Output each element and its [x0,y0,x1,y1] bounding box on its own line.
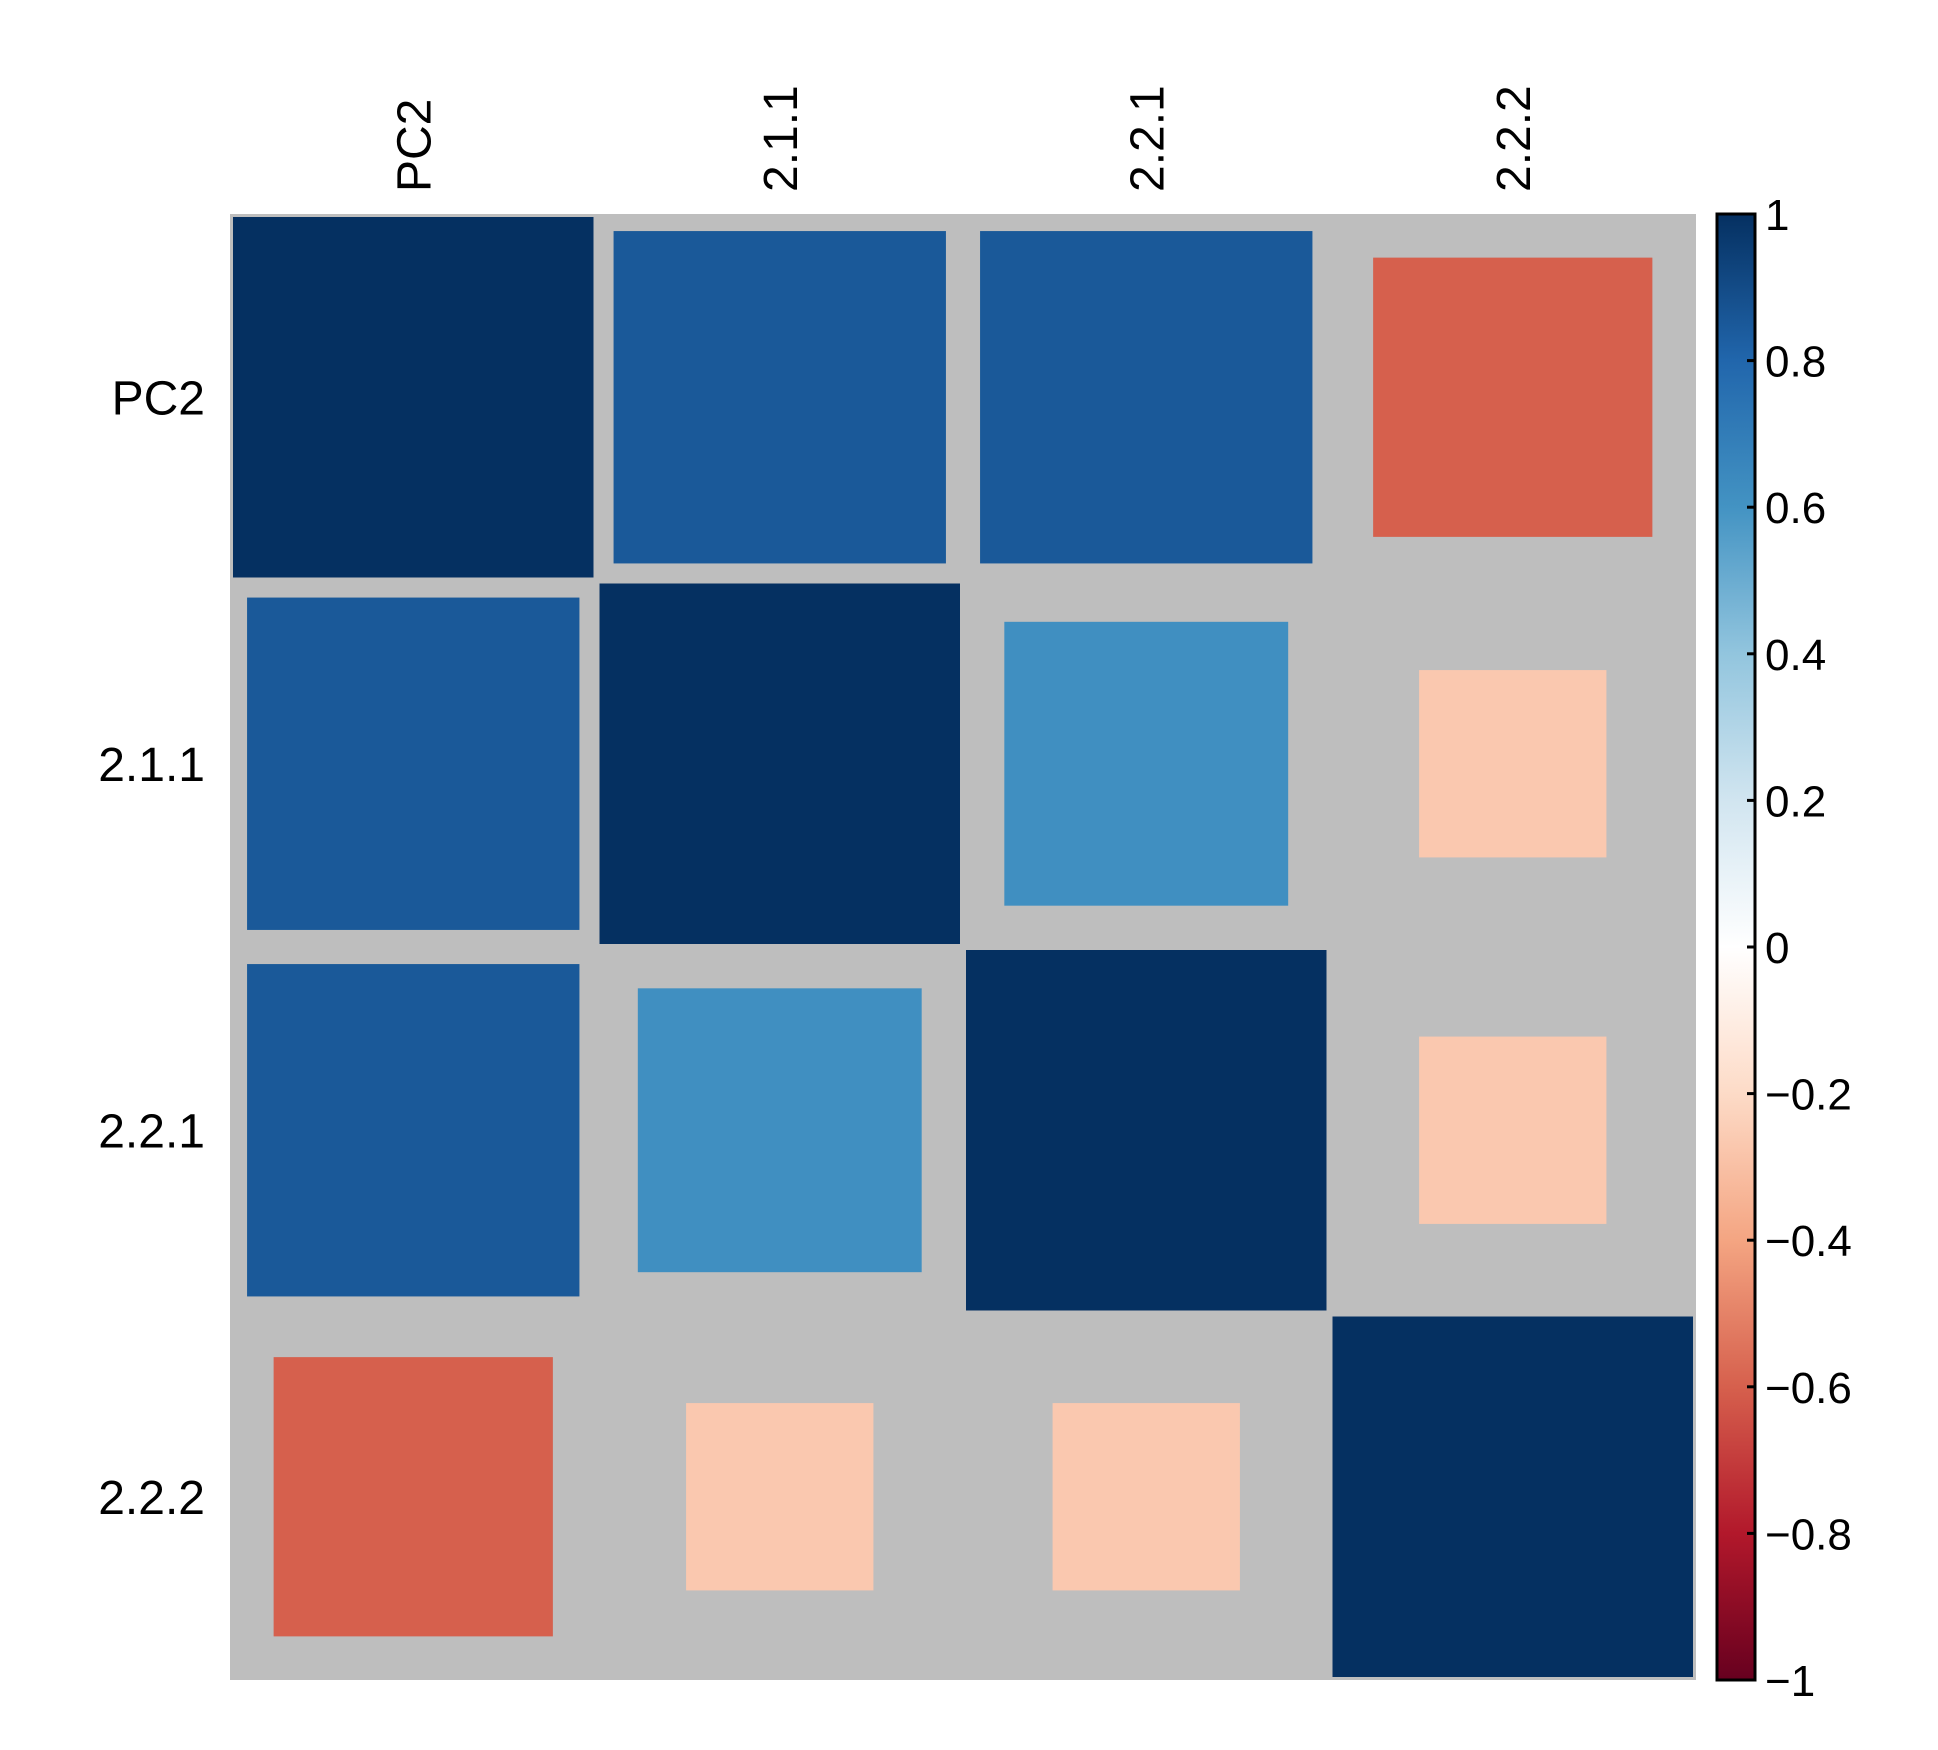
cell-2.1.1-2.1.1 [599,583,960,944]
cell-PC2-2.1.1 [613,231,946,564]
column-label: PC2 [388,99,441,192]
cell-2.2.2-2.2.1 [1052,1403,1240,1591]
cell-2.2.2-2.1.1 [686,1403,874,1591]
row-label: 2.2.1 [98,1105,205,1158]
colorbar-tick-label: −0.6 [1765,1364,1852,1413]
colorbar: 1 0.8 0.6 0.4 0.2 0 −0.2 −0.4 −0.6 −0.8 −1 [1715,191,1852,1706]
row-label: 2.1.1 [98,739,205,792]
colorbar-tick-label: 1 [1765,191,1789,240]
row-label: 2.2.2 [98,1472,205,1525]
cell-2.2.2-2.2.2 [1332,1316,1693,1677]
cell-2.1.1-2.2.1 [1004,621,1289,906]
row-labels: PC2 2.1.1 2.2.1 2.2.2 [98,372,205,1525]
cell-2.2.1-2.2.2 [1419,1036,1607,1224]
colorbar-tick-label: 0.8 [1765,338,1826,387]
cell-2.2.2-PC2 [273,1357,553,1637]
colorbar-tick-label: 0 [1765,924,1789,973]
column-label: 2.1.1 [755,85,808,192]
cell-2.2.1-2.2.1 [966,950,1327,1311]
cell-PC2-2.2.2 [1373,257,1653,537]
colorbar-tick-label: −0.2 [1765,1071,1852,1120]
colorbar-tick-label: −0.4 [1765,1217,1852,1266]
colorbar-tick-label: −0.8 [1765,1510,1852,1559]
column-label: 2.2.2 [1488,85,1541,192]
cell-PC2-PC2 [233,217,594,578]
cell-PC2-2.2.1 [980,231,1313,564]
colorbar-tick-label: −1 [1765,1657,1815,1706]
column-label: 2.2.1 [1121,85,1174,192]
column-labels: PC2 2.1.1 2.2.1 2.2.2 [388,85,1541,192]
cell-2.1.1-PC2 [247,597,580,930]
cell-2.2.1-2.1.1 [637,988,922,1273]
cell-2.1.1-2.2.2 [1419,670,1607,858]
colorbar-tick-label: 0.6 [1765,484,1826,533]
colorbar-tick-label: 0.4 [1765,631,1826,680]
row-label: PC2 [112,372,205,425]
plot-area [230,214,1696,1680]
cell-2.2.1-PC2 [247,964,580,1297]
colorbar-tick-label: 0.2 [1765,777,1826,826]
